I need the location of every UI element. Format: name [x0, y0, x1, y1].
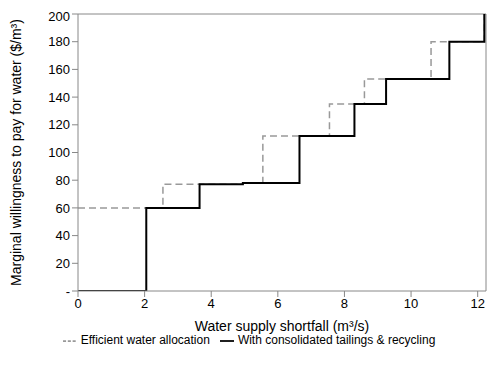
svg-text:-: -	[66, 284, 70, 299]
html-text:With consolidated tailings & r: With consolidated tailings & recycling	[237, 333, 436, 347]
svg-text:160: 160	[48, 62, 70, 77]
svg-text:10: 10	[404, 296, 418, 311]
svg-text:2: 2	[141, 296, 148, 311]
svg-text:80: 80	[56, 173, 70, 188]
svg-text:120: 120	[48, 117, 70, 132]
svg-text:Water supply shortfall (m³/s): Water supply shortfall (m³/s)	[195, 318, 370, 334]
svg-text:100: 100	[48, 145, 70, 160]
svg-text:200: 200	[48, 9, 70, 24]
svg-text:0: 0	[74, 296, 81, 311]
svg-text:140: 140	[48, 90, 70, 105]
svg-text:12: 12	[470, 296, 484, 311]
svg-text:40: 40	[56, 228, 70, 243]
svg-text:60: 60	[56, 201, 70, 216]
svg-text:6: 6	[274, 296, 281, 311]
svg-text:4: 4	[208, 296, 215, 311]
svg-text:20: 20	[56, 256, 70, 271]
svg-text:Marginal willingness to pay fo: Marginal willingness to pay for water ($…	[8, 19, 24, 286]
svg-text:180: 180	[48, 34, 70, 49]
svg-text:8: 8	[341, 296, 348, 311]
html-text:Efficient water allocation: Efficient water allocation	[80, 333, 210, 347]
